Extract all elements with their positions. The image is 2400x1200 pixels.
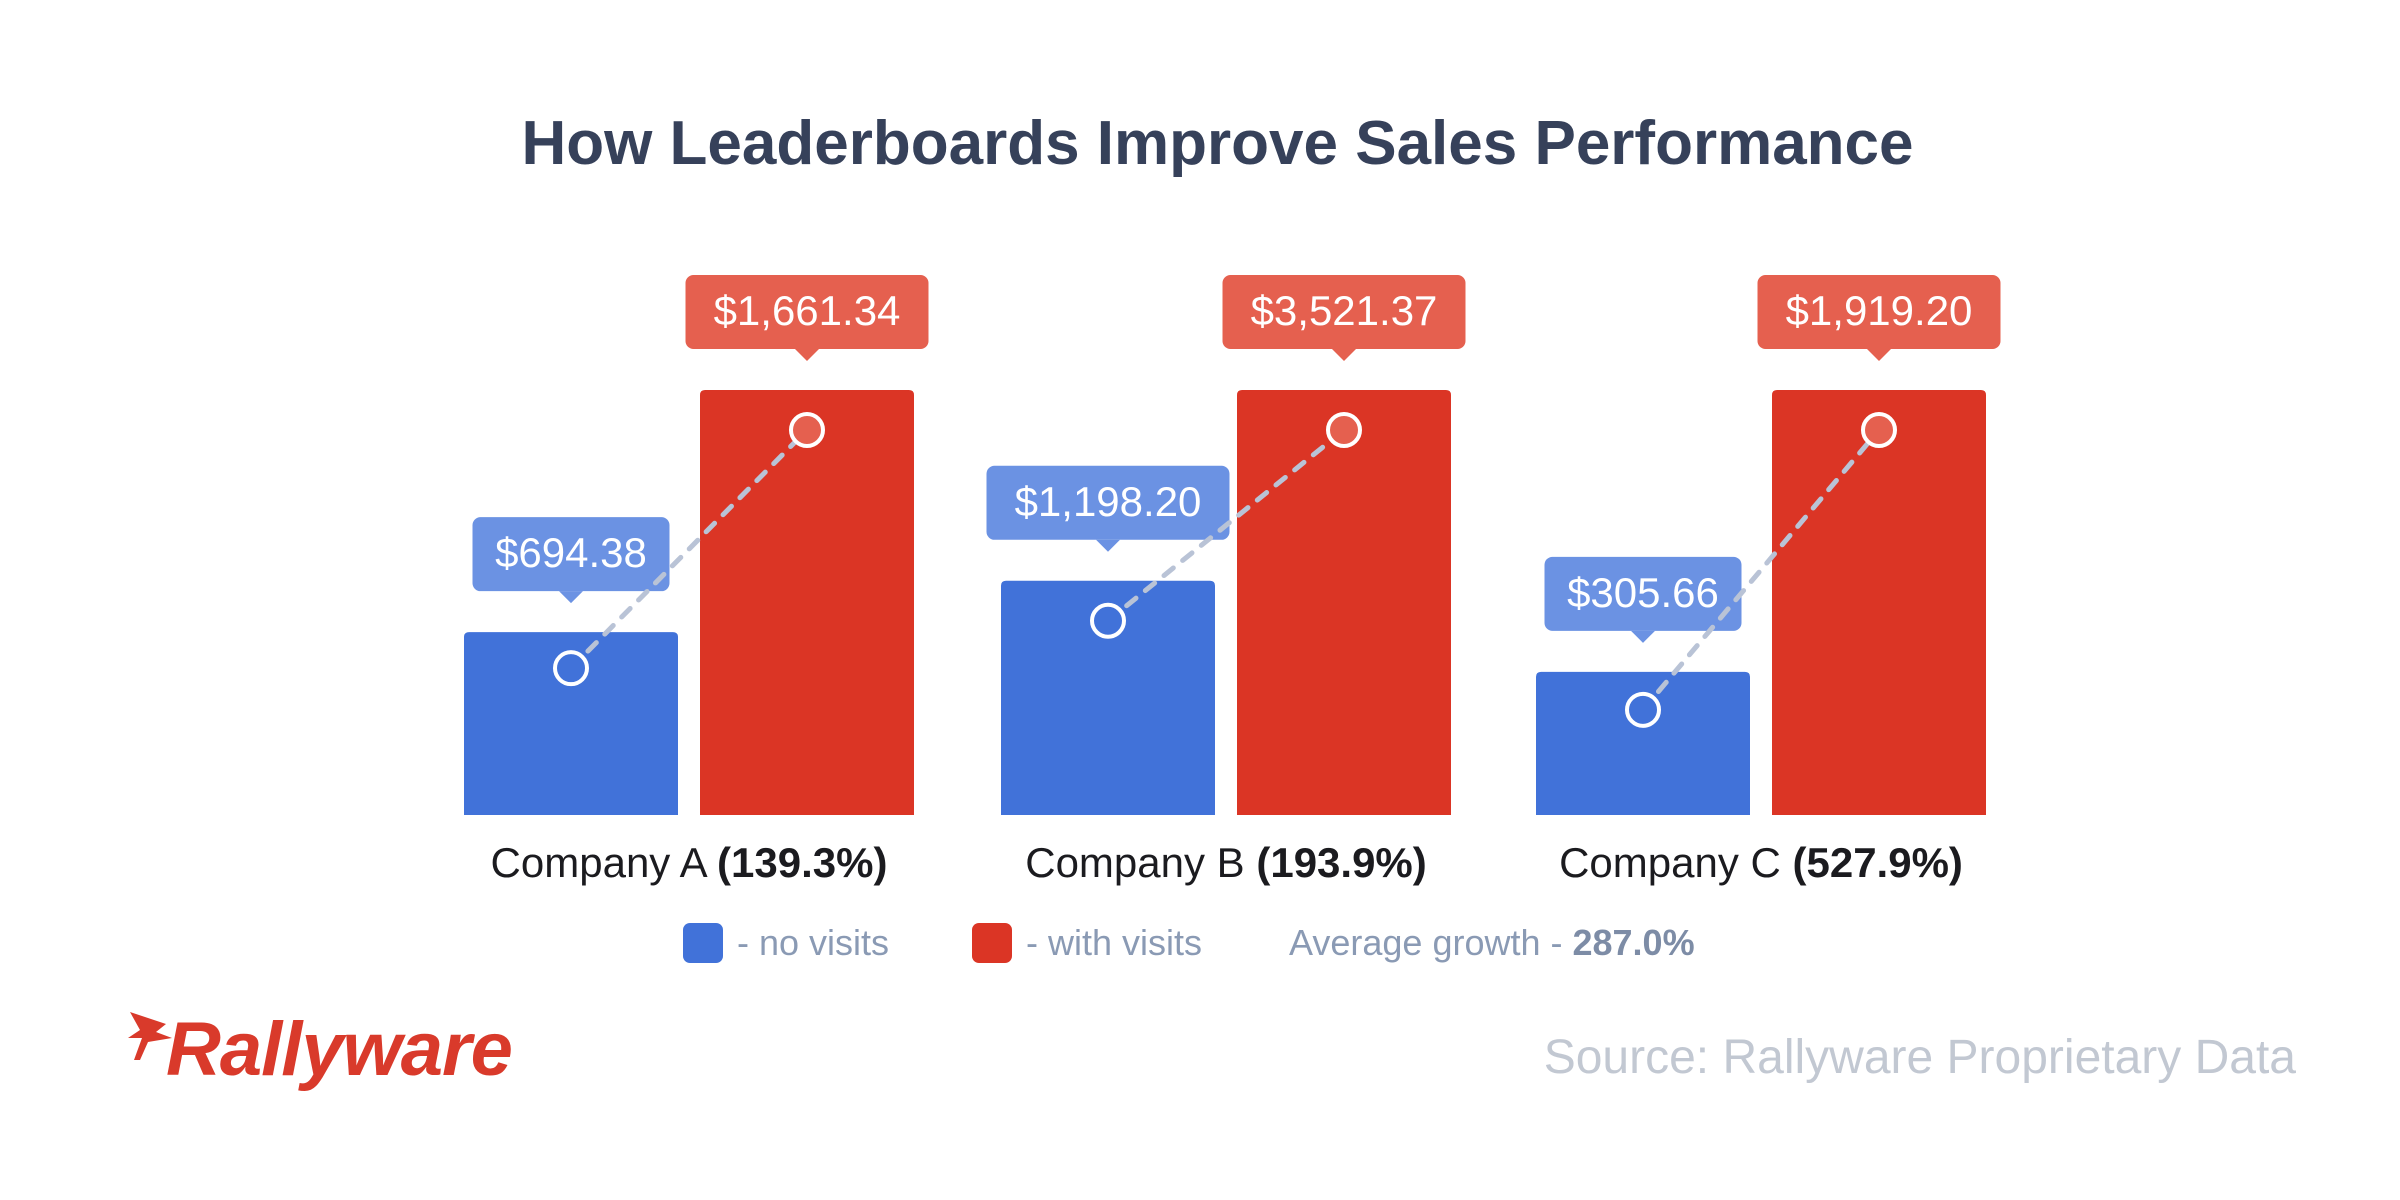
point-marker-company-c-no-visits [1625,691,1661,728]
bar-chart: $694.38 $1,661.34 Company A (139.3%) $1,198… [464,275,2001,886]
value-label-pointer-company-b-with-visits [1332,349,1356,361]
growth-connector-company-a [568,427,810,671]
bar-company-b-no-visits [1001,580,1215,815]
value-label-company-b-with-visits: $3,521.37 [1251,287,1438,334]
value-label-company-b-no-visits: $1,198.20 [1015,478,1202,525]
value-label-pointer-company-a-with-visits [795,349,819,361]
bar-company-c-no-visits [1536,671,1750,815]
legend-swatch-with-visits [972,923,1012,963]
logo-text: Rallyware [166,1007,513,1092]
chart-title: How Leaderboards Improve Sales Performan… [521,109,1914,178]
value-label-company-c-with-visits: $1,919.20 [1786,287,1973,334]
value-label-box-company-c-no-visits [1544,556,1742,631]
legend: - no visits - with visits Average growth… [0,922,2400,970]
logo-flag-icon [128,1012,172,1060]
point-marker-company-a-with-visits [789,412,825,448]
legend-label-no-visits: - no visits [737,922,890,963]
value-label-company-c-no-visits: $305.66 [1567,569,1719,616]
average-growth-label: Average growth - [1289,922,1563,963]
legend-item-with-visits: - with visits [972,922,1202,964]
point-marker-company-a-no-visits [553,650,589,687]
value-label-box-company-b-no-visits [986,465,1230,540]
point-marker-company-c-with-visits [1861,412,1897,448]
source-note: Source: Rallyware Proprietary Data [1543,1031,2296,1084]
value-label-box-company-a-with-visits [685,275,929,349]
value-label-pointer-company-b-no-visits [1096,539,1120,552]
value-label-company-a-no-visits: $694.38 [495,529,647,576]
category-label-company-a: Company A (139.3%) [491,839,888,886]
value-label-company-a-with-visits: $1,661.34 [714,287,901,334]
legend-average-growth: Average growth - 287.0% [1289,922,1695,964]
value-label-box-company-a-no-visits [472,517,670,592]
category-label-company-c: Company C (527.9%) [1559,839,1963,886]
growth-connector-company-b [1105,427,1347,624]
value-label-pointer-company-c-with-visits [1867,349,1891,361]
legend-item-no-visits: - no visits [683,922,889,964]
legend-label-with-visits: - with visits [1026,922,1203,963]
point-marker-company-b-no-visits [1090,602,1126,639]
value-label-box-company-b-with-visits [1222,275,1466,349]
legend-swatch-no-visits [683,923,723,963]
average-growth-value: 287.0% [1572,922,1695,963]
growth-connector-company-c [1640,427,1882,713]
bar-company-a-with-visits [700,390,914,815]
bar-company-a-no-visits [464,632,678,815]
category-label-company-b: Company B (193.9%) [1025,839,1427,886]
bar-company-c-with-visits [1772,390,1986,815]
point-marker-company-b-with-visits [1326,412,1362,448]
value-label-box-company-c-with-visits [1757,275,2001,349]
bar-company-b-with-visits [1237,390,1451,815]
value-label-pointer-company-a-no-visits [559,591,583,604]
value-label-pointer-company-c-no-visits [1631,630,1655,643]
